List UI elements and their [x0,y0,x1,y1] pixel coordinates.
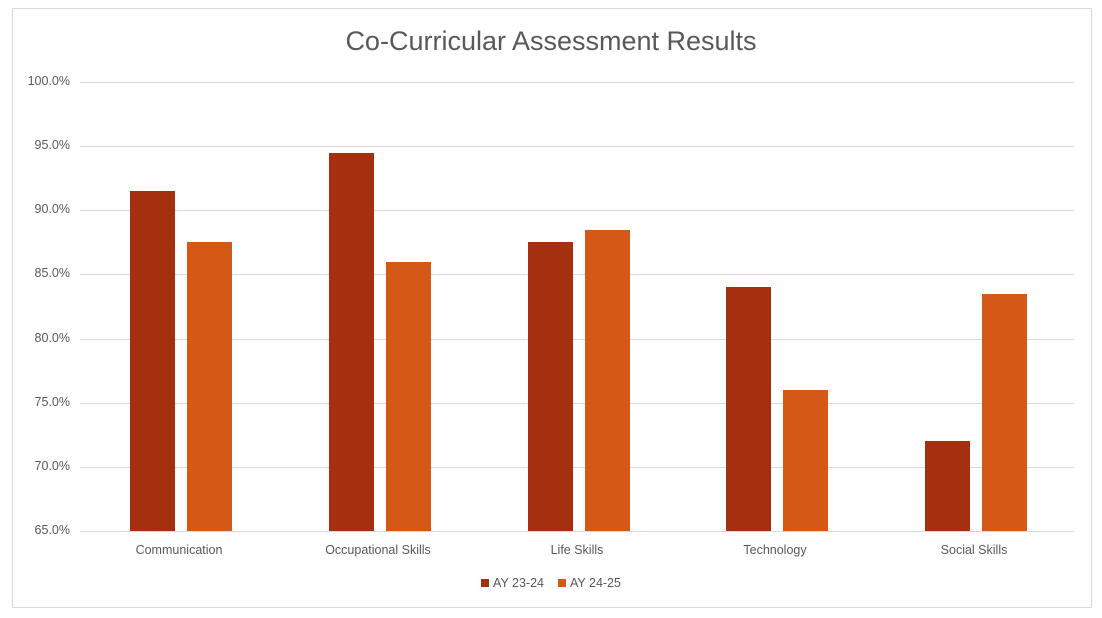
gridline [80,274,1074,275]
x-category-label: Communication [135,543,223,557]
legend-swatch-icon [558,579,566,587]
x-category-label: Technology [743,543,807,557]
y-tick-label: 65.0% [34,523,70,537]
y-tick-label: 90.0% [34,202,70,216]
legend-label: AY 24-25 [570,576,621,590]
bar-ay-24-25 [585,230,630,531]
y-tick-label: 70.0% [34,459,70,473]
legend-item-ay-23-24: AY 23-24 [481,576,544,590]
gridline [80,403,1074,404]
bar-ay-23-24 [925,441,970,531]
y-tick-label: 100.0% [27,74,70,88]
legend-item-ay-24-25: AY 24-25 [558,576,621,590]
y-tick-label: 85.0% [34,266,70,280]
chart-title: Co-Curricular Assessment Results [345,26,757,56]
gridline [80,467,1074,468]
y-tick-label: 95.0% [34,138,70,152]
gridline [80,82,1074,83]
x-category-label: Social Skills [940,543,1008,557]
bar-ay-24-25 [783,390,828,531]
y-tick-label: 75.0% [34,395,70,409]
gridline [80,531,1074,532]
legend: AY 23-24 AY 24-25 [0,576,1102,590]
legend-swatch-icon [481,579,490,587]
gridline [80,146,1074,147]
bar-ay-23-24 [329,153,374,531]
bar-ay-24-25 [386,262,431,531]
gridline [80,210,1074,211]
x-category-label: Occupational Skills [325,543,431,557]
bar-ay-24-25 [187,242,232,531]
y-tick-label: 80.0% [34,331,70,345]
x-category-label: Life Skills [550,543,604,557]
bar-ay-23-24 [528,242,573,531]
legend-label: AY 23-24 [493,576,544,590]
bar-ay-23-24 [130,191,175,531]
bar-ay-24-25 [982,294,1027,531]
bar-ay-23-24 [726,287,771,531]
gridline [80,339,1074,340]
